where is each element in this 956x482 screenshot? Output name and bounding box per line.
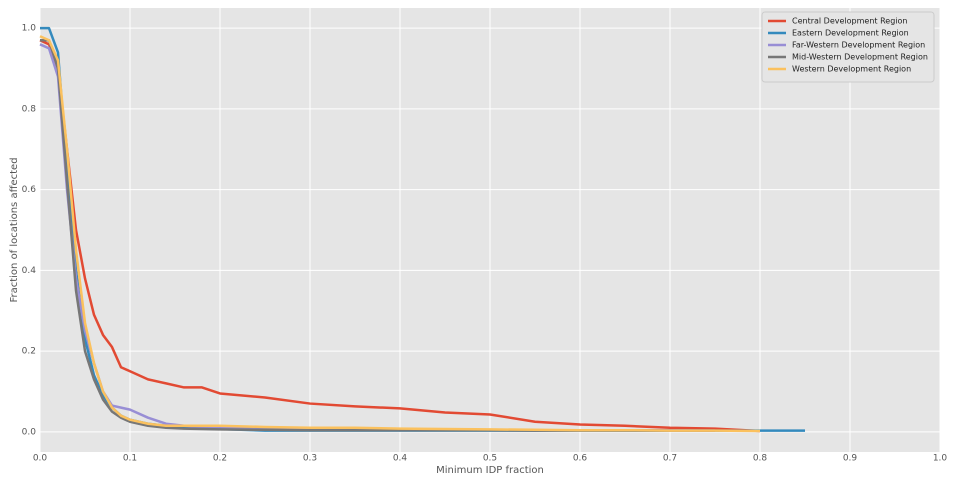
x-tick-label: 0.3: [303, 454, 317, 464]
x-tick-label: 1.0: [933, 454, 948, 464]
legend-label: Far-Western Development Region: [792, 41, 925, 50]
x-tick-label: 0.2: [213, 454, 227, 464]
x-tick-label: 0.5: [483, 454, 497, 464]
x-tick-label: 0.6: [573, 454, 588, 464]
y-tick-label: 0.4: [22, 266, 37, 276]
y-tick-label: 0.8: [22, 104, 37, 114]
legend-label: Eastern Development Region: [792, 29, 909, 38]
series-line: [39, 39, 761, 433]
legend-label: Western Development Region: [792, 65, 911, 74]
x-tick-label: 0.9: [843, 454, 858, 464]
y-tick-label: 1.0: [22, 24, 37, 34]
x-tick-label: 0.1: [123, 454, 137, 464]
legend-label: Mid-Western Development Region: [792, 53, 928, 62]
x-tick-label: 0.7: [663, 454, 677, 464]
x-tick-label: 0.0: [33, 454, 48, 464]
y-tick-label: 0.0: [22, 427, 37, 437]
legend-box: [761, 11, 935, 83]
y-tick-label: 0.2: [22, 347, 36, 357]
legend: Central Development Region Eastern Develo…: [761, 11, 935, 83]
x-axis-label: Minimum IDP fraction: [436, 465, 544, 476]
x-tick-label: 0.8: [753, 454, 768, 464]
y-tick-label: 0.6: [22, 185, 37, 195]
series-line: [39, 35, 761, 433]
x-tick-label: 0.4: [393, 454, 408, 464]
y-axis-label: Fraction of locations affected: [9, 157, 20, 302]
legend-label: Central Development Region: [792, 17, 907, 26]
